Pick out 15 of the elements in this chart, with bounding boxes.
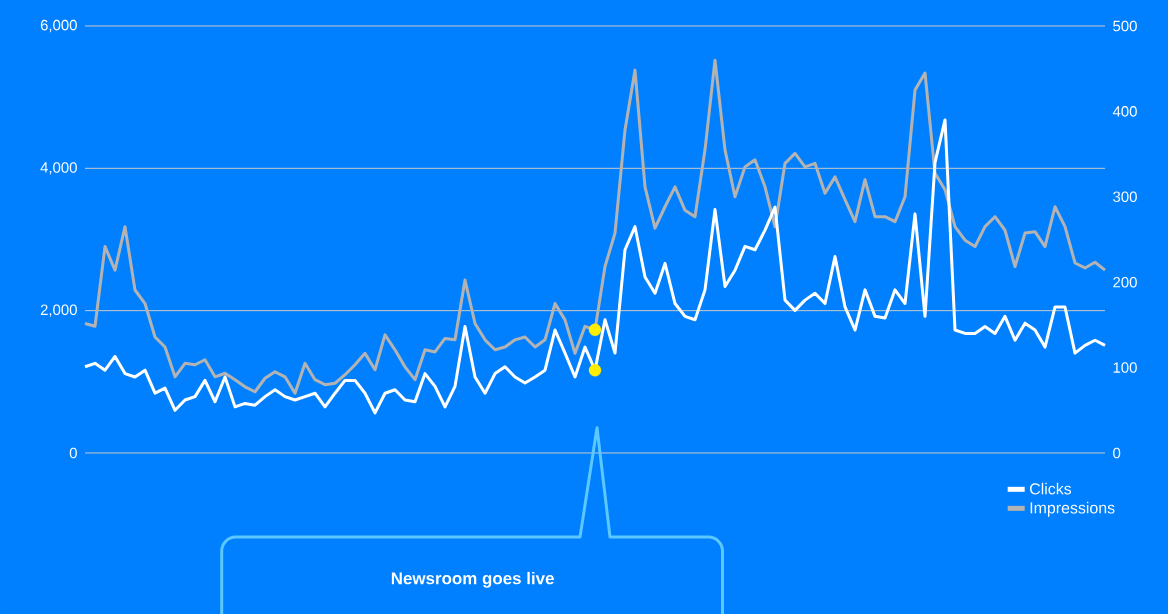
y2-tick-label: 100 [1113,362,1137,373]
y-tick-label: 4,000 [40,162,77,175]
legend-label: Clicks [1030,482,1072,495]
y-tick-label: 2,000 [40,304,77,317]
y2-tick-label: 400 [1112,106,1137,117]
line-series [83,58,1107,395]
y2-tick-label: 500 [1113,20,1137,32]
line-series [83,118,1107,415]
y2-tick-label: 200 [1113,276,1137,288]
y-tick-label: 0 [69,447,77,459]
y-tick-label: 6,000 [40,19,77,33]
text: Newsroom goes live [391,571,554,588]
legend-label: Impressions [1030,501,1115,517]
y2-tick-label: 0 [1113,447,1121,459]
y2-tick-label: 300 [1113,191,1137,203]
